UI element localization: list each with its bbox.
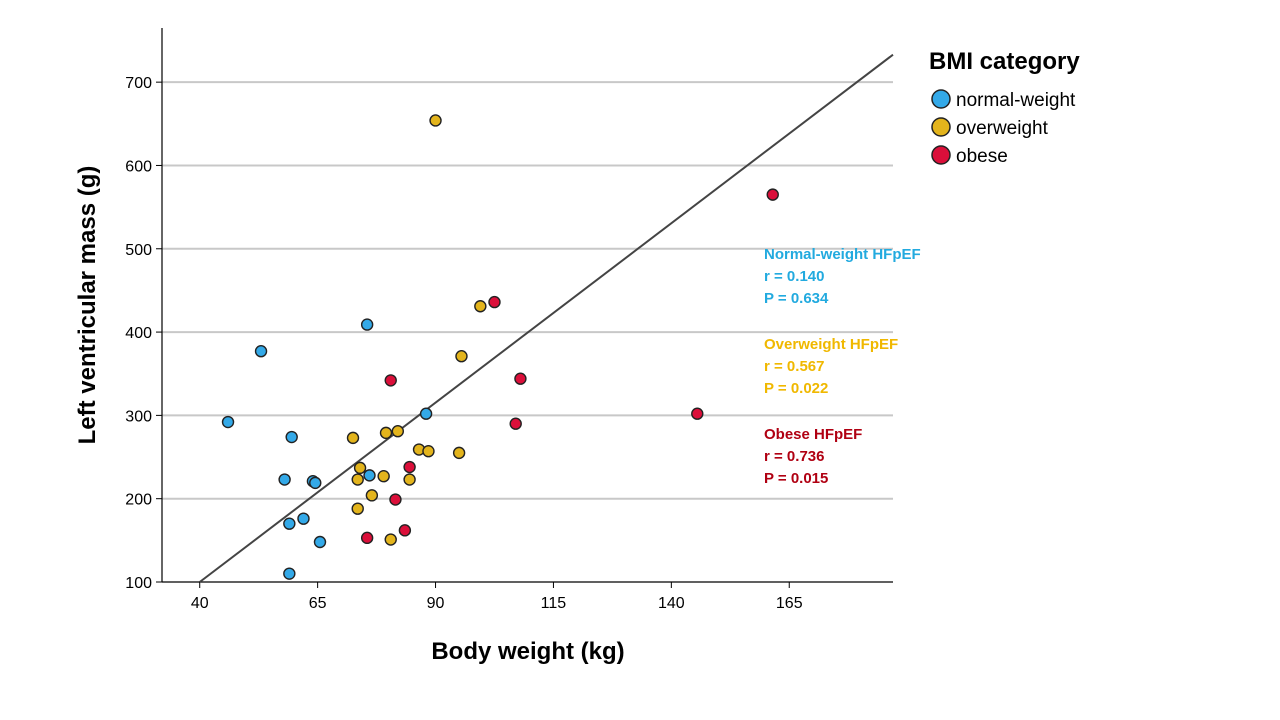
data-point-overweight (346, 431, 360, 445)
data-point-obese (488, 295, 501, 309)
stat-annotation-line: P = 0.015 (764, 470, 828, 487)
x-tick-label: 140 (658, 595, 685, 612)
legend-label-overweight: overweight (956, 118, 1049, 139)
data-point-normal-weight (313, 535, 327, 549)
data-point-normal-weight (360, 318, 374, 331)
axes (161, 28, 893, 583)
y-tick-label: 300 (125, 408, 152, 425)
data-point-overweight (474, 300, 487, 313)
legend-label-obese: obese (956, 146, 1008, 167)
stat-annotation-line: r = 0.736 (764, 448, 824, 465)
x-tick-label: 165 (776, 595, 803, 612)
data-point-overweight (351, 502, 364, 515)
data-point-obese (766, 188, 779, 201)
data-points (221, 114, 779, 580)
stat-annotations: Normal-weight HFpEF r = 0.140 P = 0.634 Ove… (764, 246, 921, 487)
legend-marker-overweight (931, 117, 951, 137)
data-point-overweight (351, 473, 364, 486)
data-point-obese (509, 417, 522, 430)
legend-marker-obese (931, 145, 951, 165)
y-tick-label: 700 (125, 75, 152, 92)
data-point-overweight (365, 489, 379, 502)
stat-annotation-line: P = 0.634 (764, 290, 829, 307)
regression-line (199, 53, 894, 583)
stat-annotation-line: r = 0.567 (764, 358, 824, 375)
data-point-normal-weight (297, 512, 310, 525)
x-tick-label: 40 (191, 595, 209, 612)
data-point-normal-weight (283, 517, 296, 530)
data-point-obese (691, 407, 704, 420)
y-axis-title: Left ventricular mass (g) (74, 166, 101, 445)
y-tick-label: 100 (125, 575, 152, 592)
legend-title: BMI category (929, 48, 1080, 75)
y-tick-label: 200 (125, 492, 152, 509)
y-tick-label: 600 (125, 158, 152, 175)
x-tick-labels: 40 65 90 115 140 165 (191, 582, 803, 612)
data-point-obese (360, 531, 374, 545)
stat-annotation-line: Obese HFpEF (764, 426, 862, 443)
data-point-overweight (353, 461, 367, 475)
stat-annotation-line: r = 0.140 (764, 268, 824, 285)
data-point-obese (389, 493, 402, 506)
data-point-obese (384, 374, 397, 387)
x-tick-label: 65 (309, 595, 327, 612)
legend-marker-normal-weight (931, 89, 951, 109)
y-tick-label: 400 (125, 325, 152, 342)
legend: BMI category normal-weight overweight obes… (929, 48, 1080, 167)
data-point-normal-weight (283, 567, 296, 580)
data-point-overweight (455, 350, 468, 363)
y-tick-labels: 100 200 300 400 500 600 700 (125, 75, 162, 592)
legend-label-normal-weight: normal-weight (956, 90, 1076, 111)
data-point-obese (398, 524, 412, 537)
data-point-normal-weight (363, 469, 376, 482)
y-tick-label: 500 (125, 242, 152, 259)
data-point-obese (514, 372, 527, 385)
data-point-normal-weight (254, 345, 268, 358)
fit-line (199, 53, 894, 583)
data-point-normal-weight (278, 473, 291, 486)
data-point-overweight (379, 426, 393, 440)
data-point-overweight (384, 533, 397, 546)
data-point-overweight (377, 469, 390, 483)
data-point-normal-weight (419, 407, 433, 420)
data-point-overweight (403, 473, 416, 486)
stat-annotation-line: Overweight HFpEF (764, 336, 898, 353)
data-point-normal-weight (285, 430, 298, 444)
data-point-obese (403, 460, 416, 474)
stat-annotation-line: Normal-weight HFpEF (764, 246, 921, 263)
data-point-normal-weight (221, 415, 235, 429)
stat-annotation-line: P = 0.022 (764, 380, 828, 397)
x-axis-title: Body weight (kg) (431, 638, 624, 665)
data-point-overweight (391, 425, 405, 438)
data-point-overweight (452, 446, 466, 460)
x-tick-label: 115 (541, 595, 567, 612)
data-point-overweight (422, 445, 435, 458)
x-tick-label: 90 (427, 595, 445, 612)
data-point-overweight (429, 114, 442, 127)
data-point-normal-weight (309, 476, 322, 490)
